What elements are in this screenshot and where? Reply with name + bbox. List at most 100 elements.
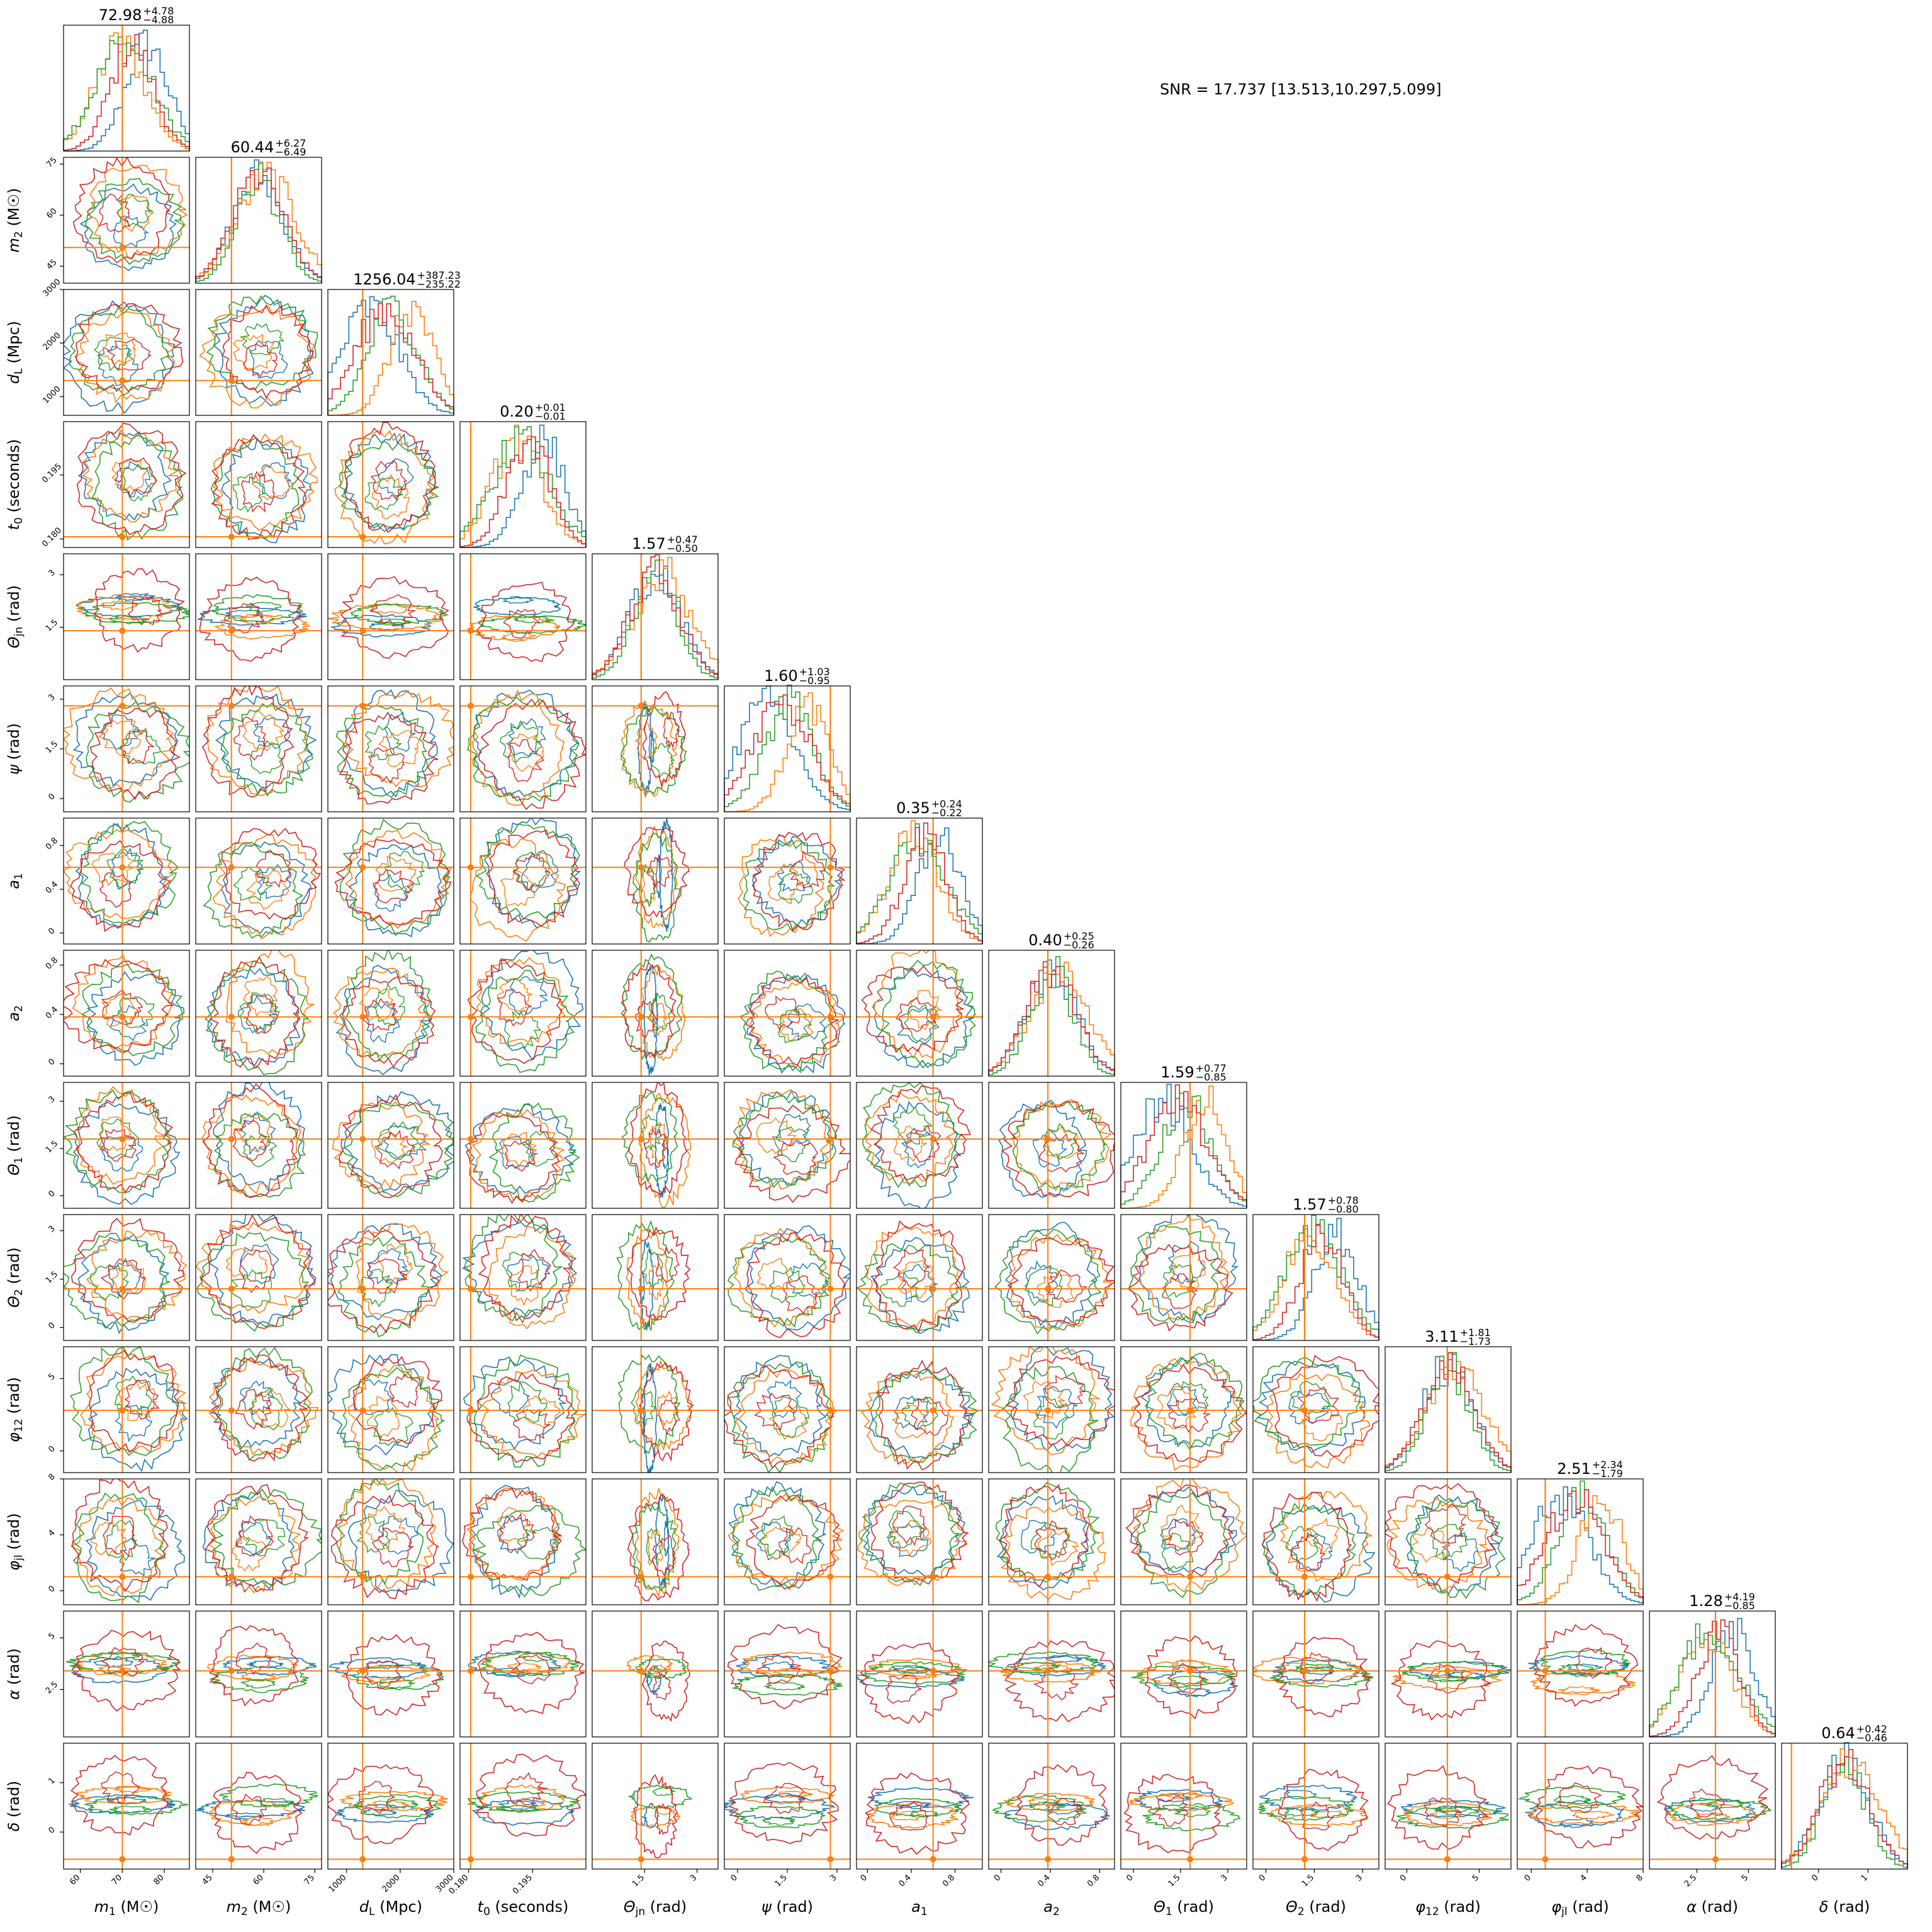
y-tick-label: 2000 — [42, 331, 63, 352]
y-tick-label: 0 — [47, 792, 57, 802]
truth-point — [1542, 1668, 1549, 1675]
contour-series-1 — [478, 1784, 566, 1813]
panel-frame — [988, 1610, 1115, 1738]
param-title-plus: +6.27 — [275, 137, 306, 149]
contour-inner-3 — [1427, 1663, 1468, 1694]
hist-series-1 — [195, 161, 322, 283]
contour-inner-3 — [1299, 1652, 1333, 1685]
param-title-plus: +0.47 — [667, 534, 698, 546]
contour-inner-1 — [233, 1113, 271, 1153]
contour-inner-2 — [1285, 1525, 1320, 1563]
contour-series-1 — [469, 838, 566, 942]
pair-panel-7-5 — [724, 950, 851, 1077]
contour-inner-3 — [654, 1803, 673, 1835]
hist-series-3 — [1384, 1352, 1512, 1473]
y-tick-label: 0 — [47, 1584, 57, 1594]
x-tick-label: 0 — [1125, 1873, 1135, 1883]
contour-series-0 — [329, 1657, 429, 1679]
pair-panel-11-6 — [856, 1478, 983, 1605]
truth-point — [1045, 1136, 1052, 1142]
contour-inner-1 — [225, 1248, 267, 1283]
contour-series-0 — [998, 1099, 1087, 1198]
contour-series-3 — [64, 958, 174, 1053]
y-tick-label: 0 — [47, 1189, 57, 1199]
contour-inner-3 — [896, 997, 938, 1032]
contour-series-0 — [996, 1495, 1089, 1591]
hist-panel-9: 1.57 +0.78−0.80 — [1252, 1194, 1379, 1341]
contour-series-3 — [211, 1354, 308, 1462]
y-axis-label-9: Θ2 (rad) — [5, 1247, 25, 1308]
contour-inner-2 — [1706, 1800, 1746, 1809]
y-axis-label-4: Θjn (rad) — [5, 585, 25, 649]
pair-panel-8-0 — [63, 1082, 190, 1209]
contour-inner-1 — [1156, 1386, 1197, 1429]
panel-frame — [63, 950, 190, 1077]
contour-inner-1 — [242, 710, 285, 751]
contour-inner-2 — [118, 727, 162, 765]
contour-inner-0 — [761, 1661, 795, 1671]
pair-panel-9-5 — [724, 1214, 851, 1341]
contour-inner-2 — [259, 1797, 295, 1808]
panel-frame — [592, 950, 719, 1077]
contour-inner-2 — [242, 1133, 278, 1167]
contour-series-0 — [643, 964, 658, 1076]
truth-point — [1444, 1668, 1451, 1675]
contour-inner-2 — [777, 872, 814, 904]
contour-series-3 — [199, 576, 303, 662]
truth-point — [359, 1407, 366, 1414]
contour-series-3 — [751, 831, 846, 931]
hist-panel-13: 0.64 +0.42−0.46 — [1781, 1723, 1908, 1870]
panel-frame — [988, 1478, 1115, 1605]
panel-frame — [1384, 1743, 1512, 1870]
truth-point — [1187, 1285, 1193, 1292]
pair-panel-10-8 — [1120, 1346, 1247, 1473]
panel-frame — [63, 1610, 190, 1738]
hist-panel-7: 0.40 +0.25−0.26 — [988, 930, 1115, 1077]
contour-inner-1 — [648, 1262, 665, 1300]
contour-series-0 — [77, 1233, 170, 1335]
y-axis-label-5: ψ (rad) — [5, 723, 23, 775]
contour-inner-2 — [245, 602, 282, 613]
panel-frame — [327, 289, 454, 416]
contour-inner-2 — [89, 1264, 129, 1301]
truth-point — [467, 1136, 474, 1142]
contour-series-2 — [81, 963, 184, 1057]
contour-inner-2 — [502, 1251, 539, 1293]
contour-inner-0 — [786, 1003, 826, 1042]
contour-inner-2 — [373, 983, 405, 1025]
contour-inner-0 — [352, 1379, 395, 1415]
contour-inner-2 — [122, 463, 157, 502]
contour-inner-0 — [502, 596, 534, 604]
contour-series-3 — [622, 961, 677, 1059]
panel-frame — [195, 1478, 322, 1605]
contour-inner-3 — [1559, 1782, 1602, 1814]
y-axis-label-2: dL (Mpc) — [5, 321, 25, 384]
x-tick-label: 0 — [992, 1873, 1003, 1883]
contour-inner-2 — [1558, 1664, 1595, 1674]
contour-inner-2 — [1161, 1532, 1194, 1572]
param-title-12: 1.28 — [1689, 1592, 1722, 1610]
contour-inner-3 — [1297, 1386, 1339, 1424]
contour-series-3 — [76, 422, 187, 536]
panel-frame — [63, 157, 190, 284]
contour-series-3 — [222, 304, 314, 399]
truth-point — [1301, 1407, 1308, 1414]
contour-inner-1 — [377, 1244, 413, 1284]
contour-series-2 — [733, 1673, 843, 1696]
truth-point — [228, 864, 235, 871]
contour-inner-2 — [230, 1269, 272, 1308]
contour-inner-1 — [113, 1785, 152, 1794]
y-tick-label: 1000 — [42, 385, 63, 406]
truth-point — [359, 1668, 366, 1675]
contour-series-2 — [467, 696, 580, 802]
hist-series-0 — [327, 296, 454, 415]
y-tick-label: 0 — [47, 1321, 57, 1331]
contour-inner-2 — [232, 472, 266, 513]
contour-series-0 — [473, 597, 561, 615]
x-tick-label: 1 — [1860, 1873, 1870, 1883]
contour-inner-2 — [240, 1679, 276, 1688]
panel-frame — [63, 1346, 190, 1473]
contour-series-2 — [1145, 1352, 1245, 1451]
y-axis-label-8: Θ1 (rad) — [5, 1115, 25, 1176]
contour-inner-1 — [90, 1521, 127, 1558]
